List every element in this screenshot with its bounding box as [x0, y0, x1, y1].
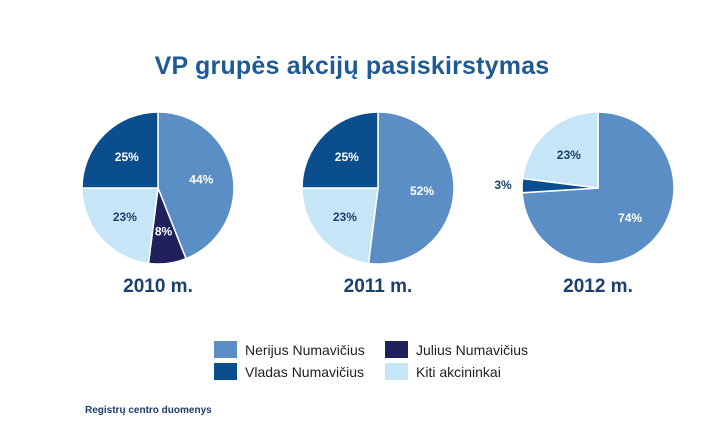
pie-2010-slice-vladas [81, 111, 159, 189]
legend-label-nerijus: Nerijus Numavičius [245, 341, 365, 358]
pie-2010-slice-nerijus [157, 111, 235, 260]
legend-item-nerijus: Nerijus Numavičius [214, 341, 365, 358]
legend-label-julius: Julius Numavičius [416, 341, 529, 358]
chart-title: VP grupės akcijų pasiskirstymas [154, 52, 550, 80]
legend-item-kiti: Kiti akcininkai [385, 363, 501, 380]
pie-2012-title: 2012 m. [563, 276, 633, 297]
legend-label-kiti: Kiti akcininkai [416, 363, 501, 380]
pie-2011-label-vladas: 25% [335, 150, 359, 164]
pie-2011-label-kiti: 23% [333, 210, 357, 224]
legend-swatch-vladas [214, 363, 237, 380]
pie-2010-slice-kiti [81, 187, 159, 265]
legend: Nerijus Numavičius Julius Numavičius Vla… [214, 341, 544, 383]
source-note: Registrų centro duomenys [85, 405, 212, 416]
legend-item-julius: Julius Numavičius [385, 341, 528, 358]
pie-2012-label-vladas: 3% [494, 178, 512, 192]
pie-2011-title: 2011 m. [343, 276, 413, 297]
pie-2010-label-julius: 8% [155, 225, 173, 239]
legend-swatch-kiti [385, 363, 408, 380]
pie-2011-slice-nerijus [367, 111, 455, 265]
pie-2010-label-nerijus: 44% [189, 173, 213, 187]
pie-2011-label-nerijus: 52% [410, 184, 434, 198]
pie-2012-label-nerijus: 74% [618, 211, 642, 225]
pie-2010-label-vladas: 25% [115, 150, 139, 164]
pie-2011-slice-kiti [301, 187, 379, 265]
pie-2012-slice-kiti [521, 111, 599, 189]
legend-swatch-julius [385, 341, 408, 358]
legend-item-vladas: Vladas Numavičius [214, 363, 364, 380]
pie-2010-title: 2010 m. [123, 276, 193, 297]
legend-swatch-nerijus [214, 341, 237, 358]
pie-2010-label-kiti: 23% [113, 210, 137, 224]
legend-label-vladas: Vladas Numavičius [245, 363, 365, 380]
pie-2011-slice-vladas [301, 111, 379, 189]
pie-2012-label-kiti: 23% [557, 148, 581, 162]
